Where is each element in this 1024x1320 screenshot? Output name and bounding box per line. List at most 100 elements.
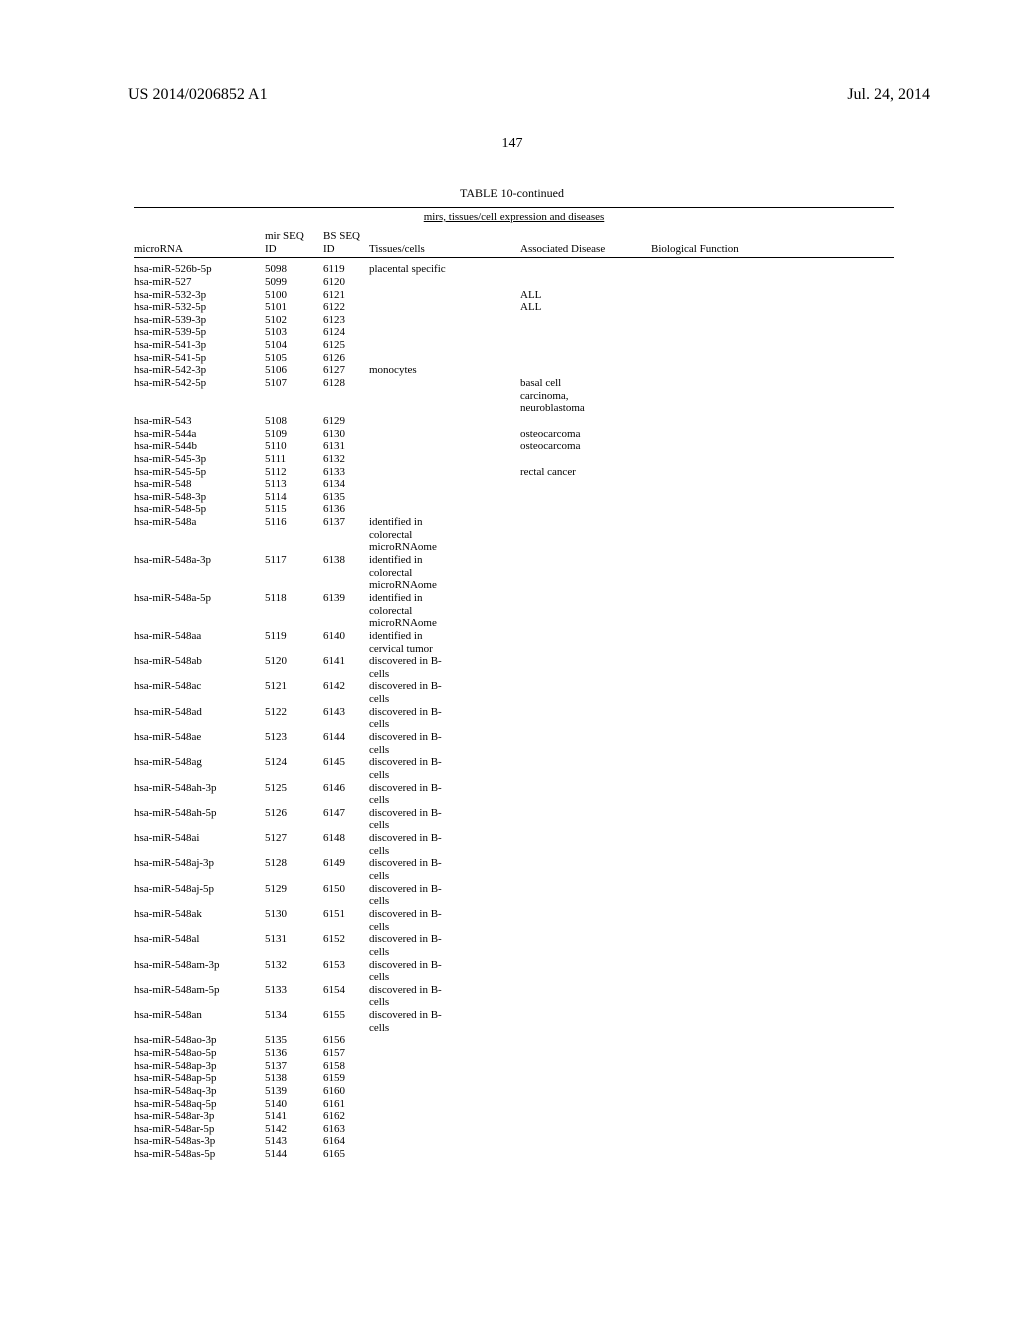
cell-mir-seqid: 5137 — [265, 1060, 323, 1073]
table-row: hsa-miR-548ae51236144discovered in B- ce… — [134, 731, 894, 756]
table-row: hsa-miR-548a51166137identified in colore… — [134, 516, 894, 554]
cell-biofunc — [651, 364, 894, 377]
table-caption: mirs, tissues/cell expression and diseas… — [134, 207, 894, 223]
cell-disease — [520, 782, 651, 807]
cell-microRNA: hsa-miR-541-3p — [134, 339, 265, 352]
cell-microRNA: hsa-miR-548a-5p — [134, 592, 265, 630]
cell-bs-seqid: 6155 — [323, 1009, 369, 1034]
cell-bs-seqid: 6147 — [323, 807, 369, 832]
cell-bs-seqid: 6148 — [323, 832, 369, 857]
cell-mir-seqid: 5138 — [265, 1072, 323, 1085]
cell-microRNA: hsa-miR-548aj-3p — [134, 857, 265, 882]
cell-disease — [520, 706, 651, 731]
cell-disease — [520, 731, 651, 756]
table-row: hsa-miR-541-5p51056126 — [134, 352, 894, 365]
table-row: hsa-miR-544b51106131osteocarcoma — [134, 440, 894, 453]
cell-tissues — [369, 1072, 520, 1085]
cell-microRNA: hsa-miR-548ae — [134, 731, 265, 756]
cell-tissues — [369, 428, 520, 441]
cell-tissues — [369, 301, 520, 314]
cell-biofunc — [651, 503, 894, 516]
cell-tissues: identified in colorectal microRNAome — [369, 554, 520, 592]
cell-disease — [520, 592, 651, 630]
cell-biofunc — [651, 1148, 894, 1161]
cell-microRNA: hsa-miR-548ao-3p — [134, 1034, 265, 1047]
table-row: hsa-miR-548ao-5p51366157 — [134, 1047, 894, 1060]
cell-mir-seqid: 5125 — [265, 782, 323, 807]
cell-microRNA: hsa-miR-548ah-3p — [134, 782, 265, 807]
table-body: hsa-miR-526b-5p50986119placental specifi… — [134, 258, 894, 1161]
cell-tissues — [369, 314, 520, 327]
cell-bs-seqid: 6156 — [323, 1034, 369, 1047]
cell-biofunc — [651, 339, 894, 352]
cell-microRNA: hsa-miR-548ab — [134, 655, 265, 680]
cell-disease: osteocarcoma — [520, 440, 651, 453]
cell-microRNA: hsa-miR-542-3p — [134, 364, 265, 377]
table-title: TABLE 10-continued — [0, 186, 1024, 201]
cell-disease — [520, 326, 651, 339]
table-head: microRNA mir SEQ ID BS SEQ ID Tissues/ce… — [134, 226, 894, 258]
cell-biofunc — [651, 352, 894, 365]
cell-bs-seqid: 6126 — [323, 352, 369, 365]
cell-biofunc — [651, 1060, 894, 1073]
cell-bs-seqid: 6134 — [323, 478, 369, 491]
cell-disease — [520, 415, 651, 428]
cell-microRNA: hsa-miR-548ap-5p — [134, 1072, 265, 1085]
table-row: hsa-miR-545-5p51126133rectal cancer — [134, 466, 894, 479]
table-row: hsa-miR-548am-5p51336154discovered in B-… — [134, 984, 894, 1009]
cell-bs-seqid: 6127 — [323, 364, 369, 377]
cell-disease — [520, 491, 651, 504]
cell-biofunc — [651, 857, 894, 882]
cell-mir-seqid: 5130 — [265, 908, 323, 933]
cell-tissues — [369, 1098, 520, 1111]
cell-microRNA: hsa-miR-542-5p — [134, 377, 265, 415]
cell-biofunc — [651, 883, 894, 908]
cell-biofunc — [651, 1135, 894, 1148]
cell-bs-seqid: 6161 — [323, 1098, 369, 1111]
cell-disease — [520, 1009, 651, 1034]
cell-mir-seqid: 5142 — [265, 1123, 323, 1136]
cell-tissues — [369, 478, 520, 491]
table-row: hsa-miR-548-3p51146135 — [134, 491, 894, 504]
cell-biofunc — [651, 478, 894, 491]
cell-bs-seqid: 6142 — [323, 680, 369, 705]
cell-mir-seqid: 5104 — [265, 339, 323, 352]
cell-disease — [520, 1110, 651, 1123]
table-row: hsa-miR-548ao-3p51356156 — [134, 1034, 894, 1047]
cell-bs-seqid: 6136 — [323, 503, 369, 516]
cell-disease — [520, 933, 651, 958]
cell-bs-seqid: 6133 — [323, 466, 369, 479]
cell-microRNA: hsa-miR-548ad — [134, 706, 265, 731]
cell-microRNA: hsa-miR-532-5p — [134, 301, 265, 314]
table-row: hsa-miR-548as-3p51436164 — [134, 1135, 894, 1148]
cell-mir-seqid: 5129 — [265, 883, 323, 908]
table-row: hsa-miR-548ar-3p51416162 — [134, 1110, 894, 1123]
cell-mir-seqid: 5098 — [265, 258, 323, 276]
cell-tissues — [369, 377, 520, 415]
cell-microRNA: hsa-miR-548-5p — [134, 503, 265, 516]
col-header-tissues: Tissues/cells — [369, 226, 520, 258]
cell-tissues — [369, 1085, 520, 1098]
cell-biofunc — [651, 592, 894, 630]
cell-bs-seqid: 6153 — [323, 959, 369, 984]
cell-bs-seqid: 6141 — [323, 655, 369, 680]
cell-tissues: discovered in B- cells — [369, 756, 520, 781]
publication-date: Jul. 24, 2014 — [847, 86, 930, 104]
cell-bs-seqid: 6119 — [323, 258, 369, 276]
table-row: hsa-miR-548aq-5p51406161 — [134, 1098, 894, 1111]
cell-tissues: placental specific — [369, 258, 520, 276]
table-row: hsa-miR-548as-5p51446165 — [134, 1148, 894, 1161]
cell-biofunc — [651, 276, 894, 289]
cell-tissues — [369, 1047, 520, 1060]
cell-mir-seqid: 5103 — [265, 326, 323, 339]
cell-tissues — [369, 1123, 520, 1136]
cell-mir-seqid: 5114 — [265, 491, 323, 504]
cell-microRNA: hsa-miR-548ag — [134, 756, 265, 781]
cell-mir-seqid: 5128 — [265, 857, 323, 882]
table-row: hsa-miR-539-3p51026123 — [134, 314, 894, 327]
cell-tissues: monocytes — [369, 364, 520, 377]
cell-mir-seqid: 5116 — [265, 516, 323, 554]
cell-disease — [520, 1034, 651, 1047]
table-row: hsa-miR-532-3p51006121ALL — [134, 289, 894, 302]
cell-bs-seqid: 6162 — [323, 1110, 369, 1123]
